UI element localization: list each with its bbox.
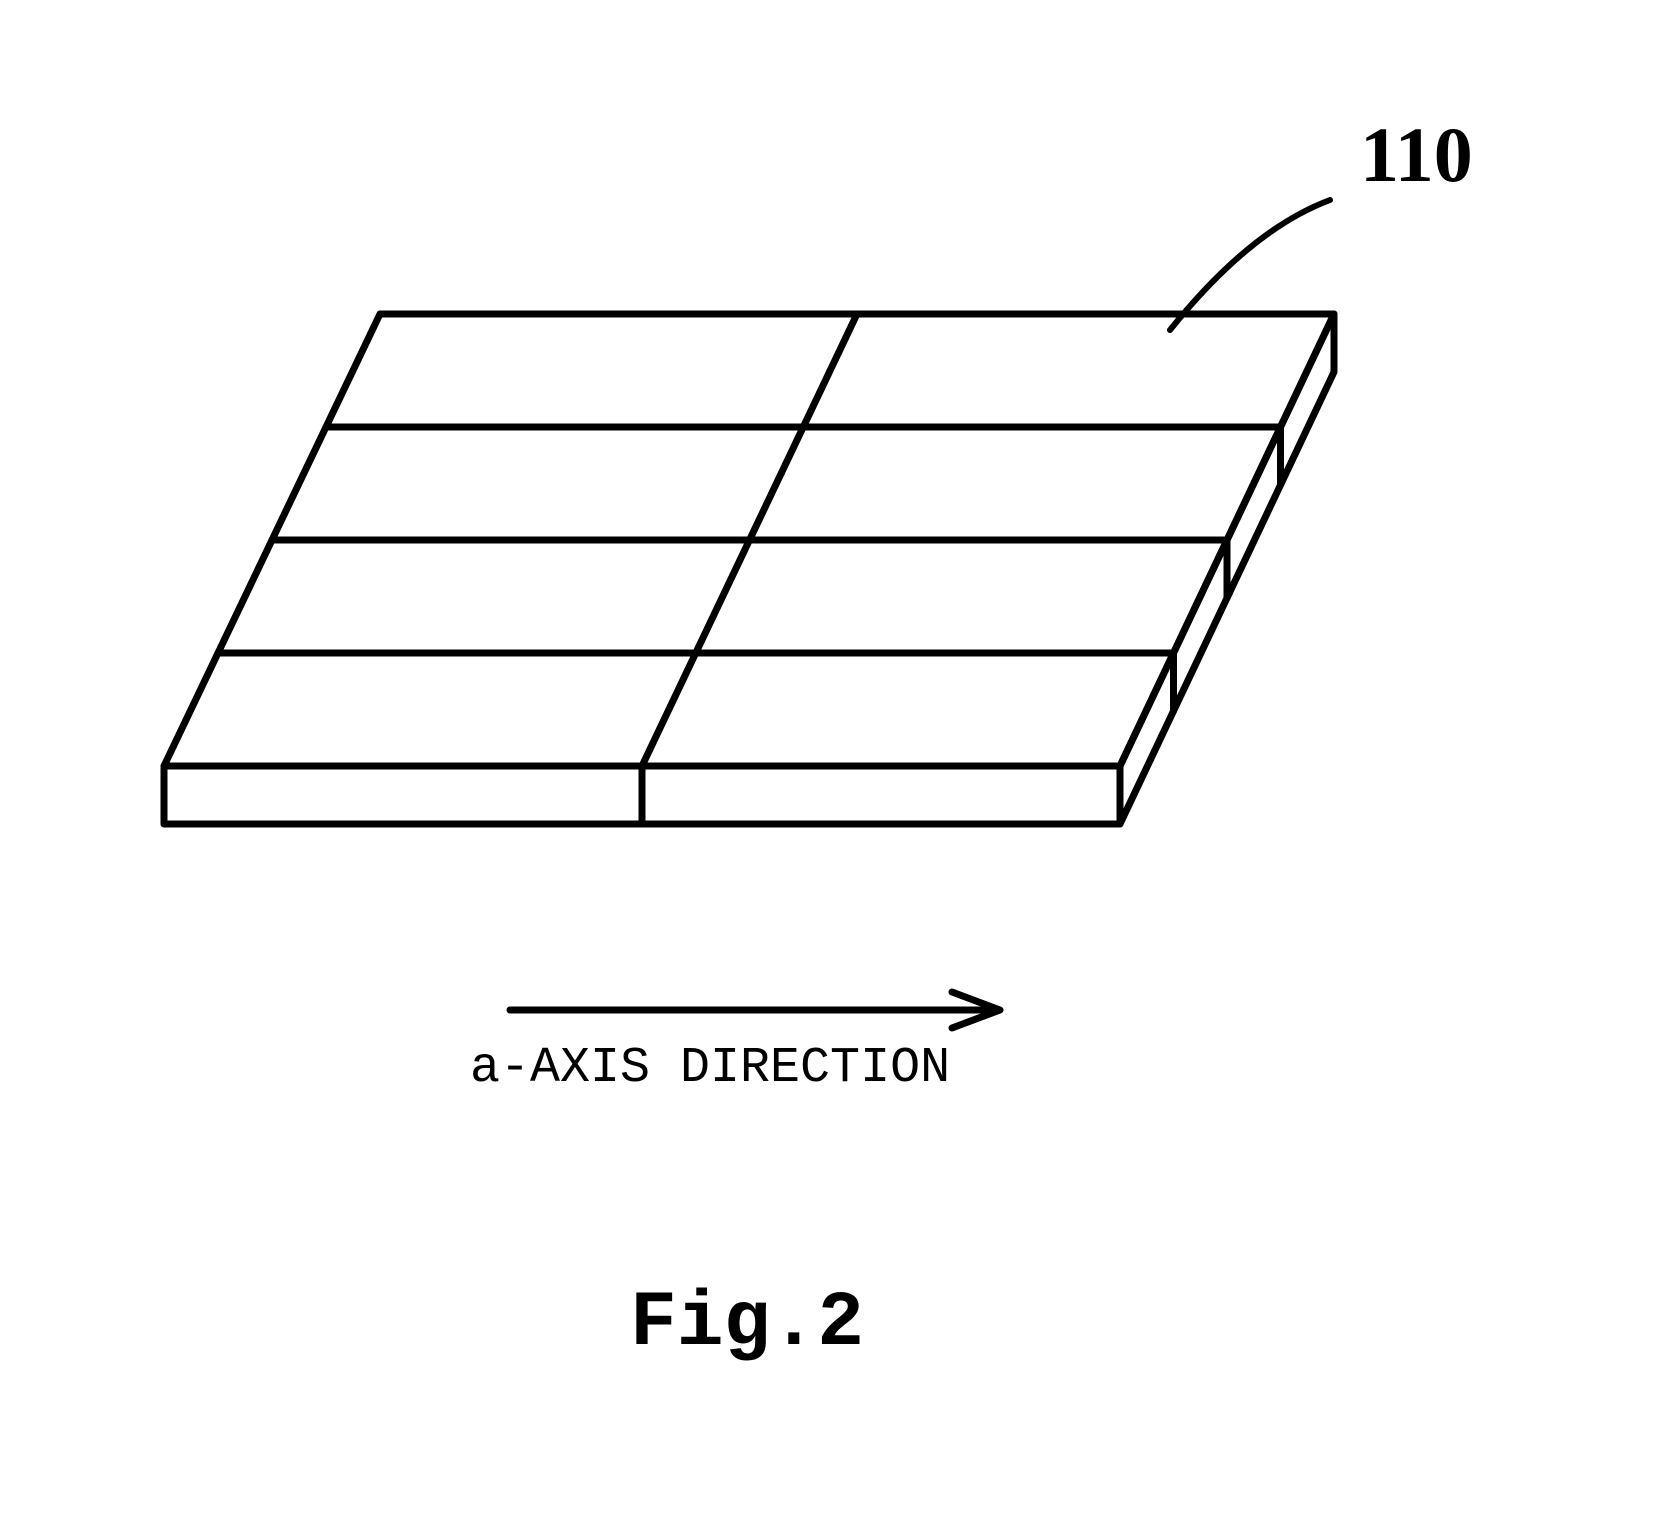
reference-number-label: 110 <box>1360 110 1473 200</box>
figure-stage: 110 a-AXIS DIRECTION Fig.2 <box>0 0 1656 1514</box>
axis-direction-label: a-AXIS DIRECTION <box>470 1040 950 1097</box>
figure-caption: Fig.2 <box>630 1280 864 1368</box>
